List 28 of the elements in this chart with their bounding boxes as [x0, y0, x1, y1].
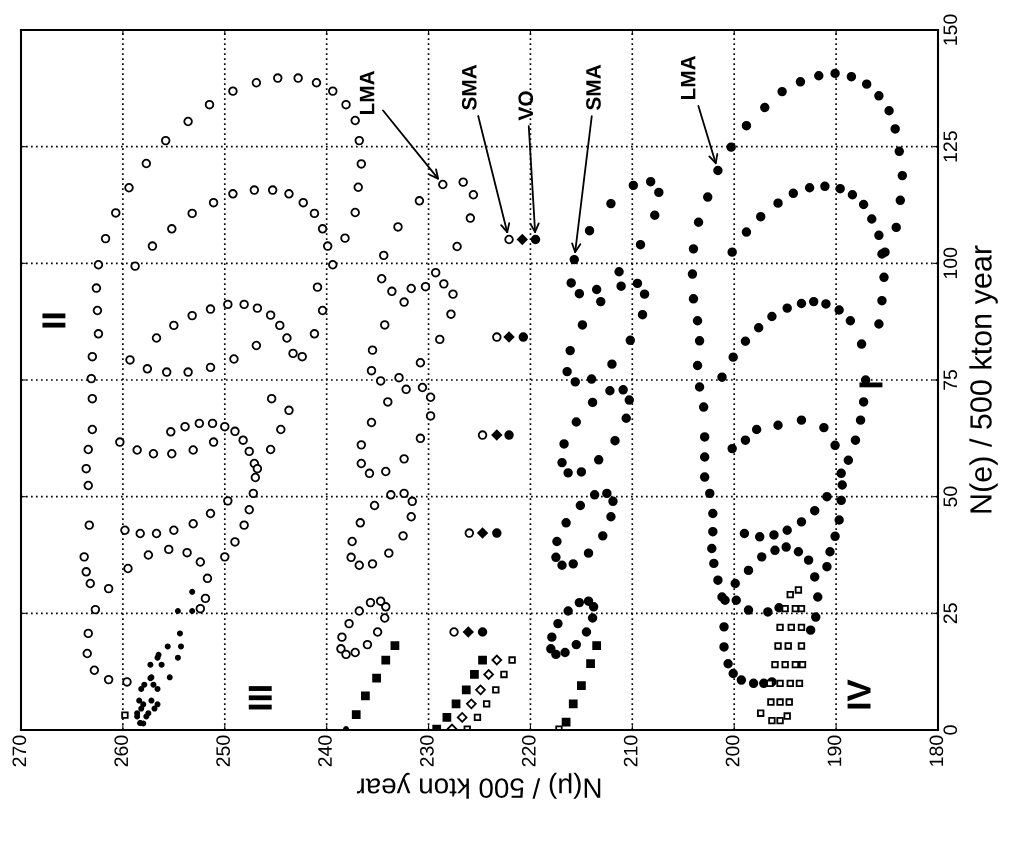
x-tick-label: 230	[420, 735, 434, 767]
annotation: I	[859, 382, 883, 388]
x-tick-label: 180	[929, 735, 944, 766]
x-tick-label: 240	[318, 735, 332, 767]
x-tick-label: 250	[216, 735, 230, 767]
y-tick-label: 125	[943, 131, 958, 162]
x-tick-label: 220	[521, 735, 536, 767]
annotation: IV	[847, 679, 871, 709]
annotation: LMA	[680, 55, 696, 100]
y-tick-label: 100	[943, 247, 958, 279]
annotation: II	[42, 313, 66, 328]
x-tick-label: 270	[12, 735, 27, 767]
x-tick-label: 200	[725, 735, 740, 767]
x-tick-label: 210	[623, 735, 638, 767]
y-tick-label: 50	[943, 486, 958, 507]
x-tick-label: 190	[827, 735, 842, 766]
x-axis-title: N(μ) / 500 kton year	[356, 772, 601, 799]
x-tick-label: 260	[114, 735, 129, 767]
y-tick-label: 25	[943, 603, 958, 624]
y-axis-title: N(e) / 500 kton year	[969, 245, 998, 513]
annotation: VO	[518, 91, 534, 121]
annotation: SMA	[461, 64, 477, 110]
annotation: III	[248, 686, 272, 710]
y-tick-label: 75	[943, 370, 958, 390]
y-tick-label: 150	[943, 14, 958, 45]
annotation: SMA	[586, 64, 601, 110]
annotation: LMA	[359, 70, 375, 115]
y-tick-label: 0	[943, 725, 958, 735]
